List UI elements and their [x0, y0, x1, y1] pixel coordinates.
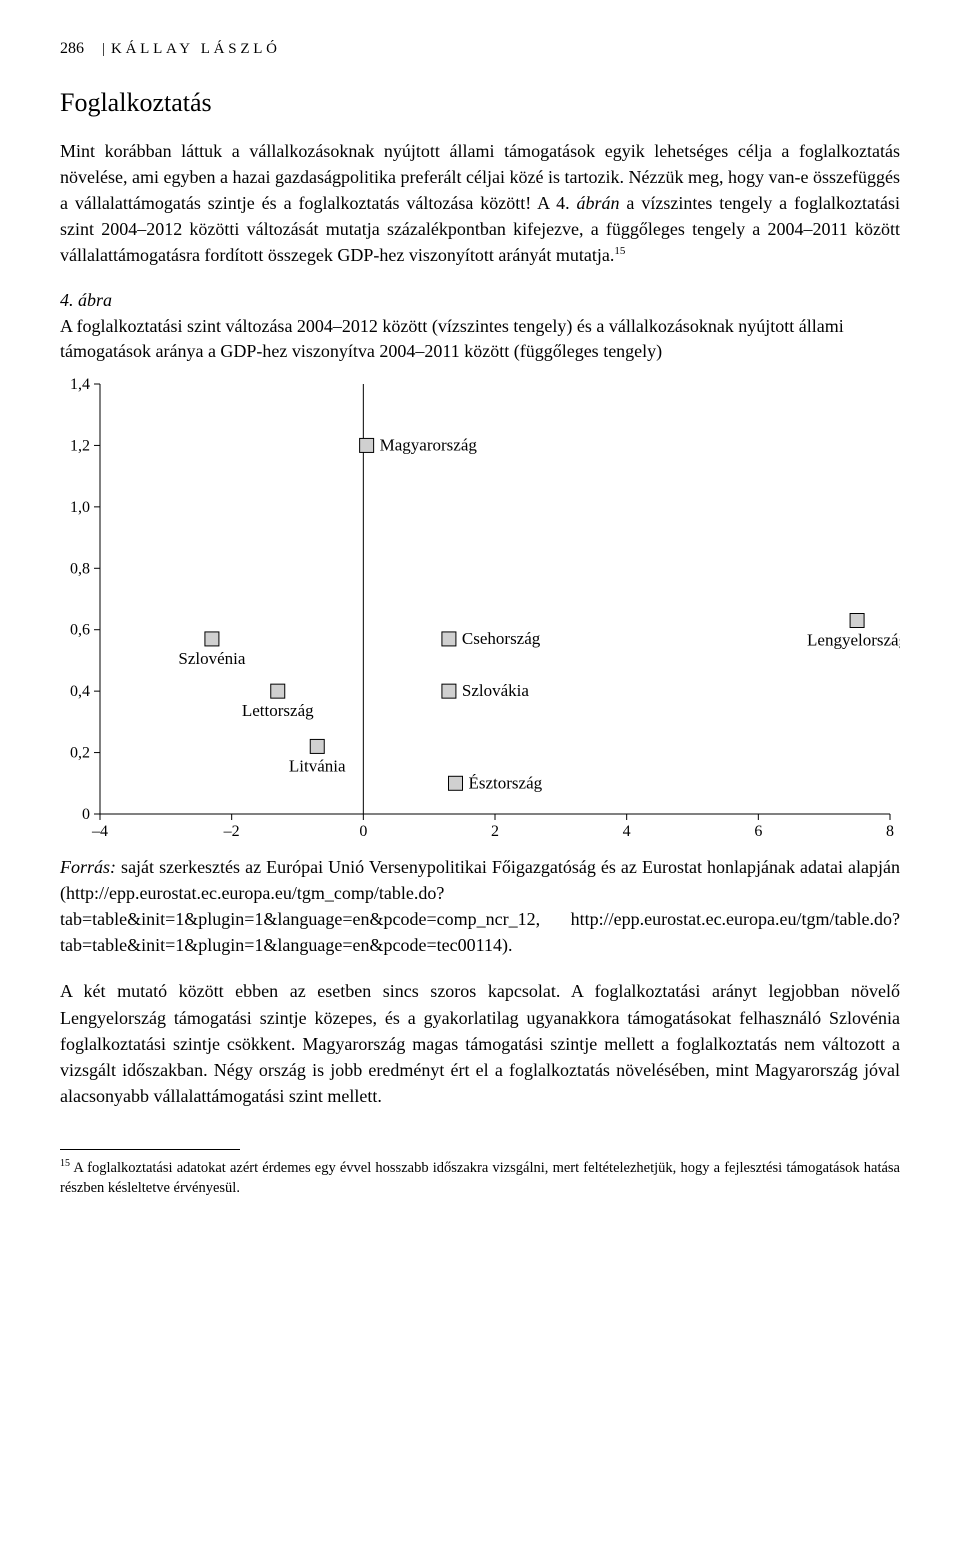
scatter-chart: 0 0,2 0,4 0,6 0,8 1,0 1,2 1,4 –4 –2 0 2 4 6 8 Magyarors…	[60, 374, 900, 844]
source-text: saját szerkesztés az Európai Unió Versen…	[60, 857, 900, 955]
svg-text:0,4: 0,4	[70, 683, 90, 700]
svg-text:Lettország: Lettország	[242, 701, 314, 720]
svg-text:Észtország: Észtország	[469, 773, 543, 792]
svg-text:Szlovákia: Szlovákia	[462, 681, 529, 700]
source-label: Forrás:	[60, 857, 116, 877]
footnote-text: A foglalkoztatási adatokat azért érdemes…	[60, 1160, 900, 1196]
running-author: KÁLLAY LÁSZLÓ	[111, 41, 281, 58]
svg-text:1,2: 1,2	[70, 437, 90, 454]
paragraph-analysis: A két mutató között ebben az esetben sin…	[60, 978, 900, 1108]
para1-italic: ábrán	[577, 193, 620, 213]
chart-svg: 0 0,2 0,4 0,6 0,8 1,0 1,2 1,4 –4 –2 0 2 4 6 8 Magyarors…	[60, 374, 900, 844]
section-heading: Foglalkoztatás	[60, 88, 900, 118]
figure-caption-text: A foglalkoztatási szint változása 2004–2…	[60, 316, 844, 361]
svg-text:0,2: 0,2	[70, 745, 90, 762]
svg-text:6: 6	[754, 823, 762, 840]
figure-source: Forrás: saját szerkesztés az Európai Uni…	[60, 854, 900, 958]
svg-text:Szlovénia: Szlovénia	[178, 649, 245, 668]
page-number: 286	[60, 40, 84, 58]
svg-text:0,6: 0,6	[70, 622, 90, 639]
svg-text:Magyarország: Magyarország	[380, 435, 478, 454]
svg-text:1,0: 1,0	[70, 499, 90, 516]
running-head: 286 | KÁLLAY LÁSZLÓ	[60, 40, 900, 58]
svg-text:0: 0	[82, 806, 90, 823]
svg-text:0: 0	[359, 823, 367, 840]
figure-label: 4. ábra	[60, 290, 112, 310]
figure-caption: 4. ábra A foglalkoztatási szint változás…	[60, 288, 900, 364]
svg-text:–2: –2	[223, 823, 240, 840]
svg-text:4: 4	[623, 823, 631, 840]
running-head-separator: |	[102, 41, 105, 58]
page: 286 | KÁLLAY LÁSZLÓ Foglalkoztatás Mint …	[0, 0, 960, 1238]
svg-text:8: 8	[886, 823, 894, 840]
footnote-15: 15 A foglalkoztatási adatokat azért érde…	[60, 1158, 900, 1199]
footnote-rule	[60, 1149, 240, 1150]
svg-text:Csehország: Csehország	[462, 629, 541, 648]
svg-text:2: 2	[491, 823, 499, 840]
svg-text:Lengyelország: Lengyelország	[807, 631, 900, 650]
svg-text:1,4: 1,4	[70, 376, 90, 393]
paragraph-intro: Mint korábban láttuk a vállalkozásoknak …	[60, 138, 900, 268]
footnote-number: 15	[60, 1158, 70, 1169]
svg-text:0,8: 0,8	[70, 560, 90, 577]
svg-text:–4: –4	[91, 823, 108, 840]
svg-text:Litvánia: Litvánia	[289, 756, 346, 775]
footnote-ref-15: 15	[614, 245, 625, 257]
